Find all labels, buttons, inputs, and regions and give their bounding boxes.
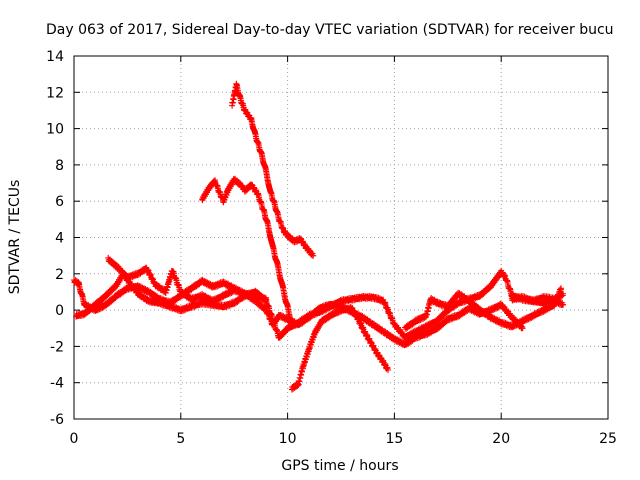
x-tick-label: 5: [176, 431, 185, 447]
y-tick-label: -2: [50, 339, 64, 355]
y-tick-label: 2: [55, 267, 64, 283]
grid-lines: [74, 56, 608, 419]
y-tick-label: 14: [46, 49, 64, 65]
x-tick-label: 20: [492, 431, 510, 447]
y-tick-label: 10: [46, 122, 64, 138]
series-marks: [402, 285, 564, 332]
series-track-h: [508, 293, 567, 308]
series-track-e: [229, 80, 317, 259]
series-track-d: [199, 175, 295, 330]
series-marks: [199, 175, 295, 330]
axis-ticks: 0 5 10 15 20 25 -6 -4 -2 0 2 4 6 8 10 12 14: [46, 49, 617, 447]
x-tick-label: 15: [385, 431, 403, 447]
series-marks: [508, 293, 567, 308]
x-tick-label: 25: [599, 431, 617, 447]
y-tick-label: 8: [55, 158, 64, 174]
y-tick-label: -4: [50, 376, 64, 392]
series-marks: [288, 304, 391, 393]
y-tick-label: -6: [50, 412, 64, 428]
x-axis-label: GPS time / hours: [281, 458, 398, 474]
y-tick-label: 0: [55, 303, 64, 319]
series-track-g: [402, 285, 564, 332]
series-track-f: [288, 304, 391, 393]
data-series: [71, 80, 567, 393]
series-marks: [229, 80, 317, 259]
x-tick-label: 0: [70, 431, 79, 447]
y-axis-label: SDTVAR / TECUs: [7, 180, 23, 295]
y-tick-label: 6: [55, 194, 64, 210]
y-tick-label: 12: [46, 85, 64, 101]
chart-title: Day 063 of 2017, Sidereal Day-to-day VTE…: [46, 22, 614, 38]
x-tick-label: 10: [279, 431, 297, 447]
y-tick-label: 4: [55, 231, 64, 247]
